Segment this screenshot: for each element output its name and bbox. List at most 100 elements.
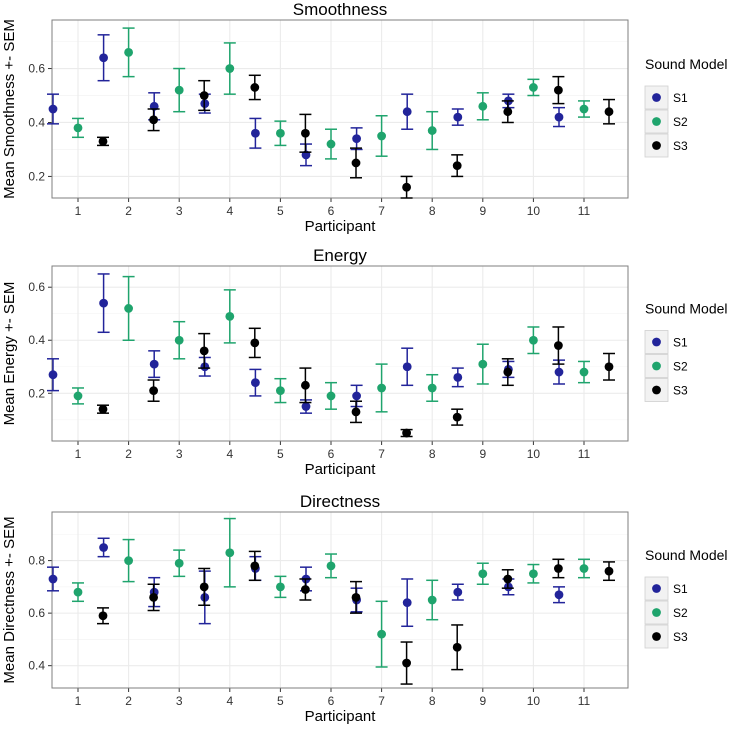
data-point bbox=[73, 123, 83, 133]
x-tick-label: 7 bbox=[378, 447, 385, 461]
series-s2 bbox=[72, 275, 590, 413]
data-point bbox=[452, 642, 462, 652]
data-point bbox=[529, 83, 538, 92]
data-point bbox=[579, 367, 589, 377]
chart-title: Directness bbox=[300, 492, 380, 511]
series-s3 bbox=[97, 550, 615, 685]
data-point bbox=[73, 587, 83, 597]
data-point bbox=[604, 362, 614, 372]
x-tick-label: 6 bbox=[328, 694, 335, 708]
data-point bbox=[377, 383, 386, 393]
data-point bbox=[554, 85, 563, 95]
data-point bbox=[149, 386, 159, 396]
chart-title: Smoothness bbox=[293, 0, 388, 19]
data-point bbox=[402, 107, 412, 117]
x-tick-label: 10 bbox=[527, 694, 541, 708]
y-tick-label: 0.2 bbox=[28, 386, 45, 400]
x-tick-label: 11 bbox=[578, 204, 591, 218]
data-point bbox=[503, 107, 513, 117]
data-point bbox=[174, 558, 184, 568]
data-point bbox=[377, 131, 386, 141]
data-point bbox=[250, 83, 260, 92]
x-tick-label: 6 bbox=[328, 447, 335, 461]
data-point bbox=[351, 407, 361, 417]
y-tick-label: 0.6 bbox=[28, 62, 45, 76]
y-tick-label: 0.8 bbox=[28, 554, 45, 568]
x-tick-label: 11 bbox=[578, 447, 591, 461]
data-point bbox=[301, 128, 310, 138]
data-point bbox=[251, 378, 260, 388]
data-point bbox=[99, 298, 108, 308]
legend-title: Sound Model bbox=[645, 56, 728, 72]
data-point bbox=[402, 598, 412, 608]
data-point bbox=[124, 47, 133, 57]
legend-swatch-s1 bbox=[652, 584, 661, 593]
data-point bbox=[554, 112, 564, 122]
data-point bbox=[453, 587, 463, 597]
x-axis-title: Participant bbox=[305, 218, 377, 235]
legend-label-s3: S3 bbox=[673, 384, 688, 398]
x-axis-title: Participant bbox=[305, 461, 377, 478]
data-point bbox=[276, 582, 285, 592]
data-point bbox=[452, 161, 462, 171]
x-tick-label: 10 bbox=[527, 204, 541, 218]
data-point bbox=[604, 566, 614, 576]
data-point bbox=[149, 359, 159, 369]
data-point bbox=[402, 182, 411, 192]
data-point bbox=[199, 91, 209, 100]
x-tick-label: 2 bbox=[125, 204, 132, 218]
data-point bbox=[276, 128, 285, 138]
data-point bbox=[427, 126, 437, 135]
data-point bbox=[554, 341, 563, 350]
plot-frame bbox=[51, 265, 629, 442]
x-tick-label: 10 bbox=[527, 447, 541, 461]
y-tick-label: 0.4 bbox=[28, 659, 45, 673]
data-point bbox=[99, 53, 108, 63]
x-tick-label: 4 bbox=[226, 694, 233, 708]
legend-label-s3: S3 bbox=[673, 630, 688, 644]
legend-swatch-s3 bbox=[652, 141, 661, 150]
data-point bbox=[301, 585, 310, 594]
chart-title: Energy bbox=[313, 246, 367, 265]
data-point bbox=[326, 561, 336, 571]
x-tick-label: 4 bbox=[226, 447, 233, 461]
legend-label-s2: S2 bbox=[673, 115, 688, 129]
legend-swatch-s2 bbox=[652, 361, 661, 371]
data-point bbox=[174, 85, 184, 95]
legend-label-s2: S2 bbox=[673, 360, 688, 374]
chart-panel-energy: 0.2 0.4 0.6 1 2 3 4 5 6 7 8 9 10 11 Energy Participant M… bbox=[1, 246, 728, 478]
data-point bbox=[98, 611, 108, 621]
legend-label-s1: S1 bbox=[673, 336, 688, 350]
plot-frame bbox=[51, 511, 629, 689]
data-point bbox=[48, 104, 58, 114]
data-point bbox=[326, 391, 336, 401]
data-point bbox=[554, 590, 564, 600]
y-axis-title: Mean Directness +- SEM bbox=[1, 516, 18, 683]
x-tick-label: 6 bbox=[328, 204, 335, 218]
data-point bbox=[402, 362, 412, 372]
y-axis-title: Mean Smoothness +- SEM bbox=[1, 19, 18, 199]
series-s1 bbox=[47, 34, 565, 167]
data-point bbox=[478, 569, 488, 579]
y-tick-label: 0.2 bbox=[28, 169, 45, 183]
data-point bbox=[377, 629, 386, 639]
data-point bbox=[250, 338, 260, 348]
x-axis-title: Participant bbox=[305, 708, 377, 725]
legend-swatch-s2 bbox=[652, 117, 661, 126]
data-point bbox=[554, 367, 564, 377]
legend-swatch-s1 bbox=[652, 93, 661, 102]
x-tick-label: 9 bbox=[479, 694, 486, 708]
legend-swatch-s3 bbox=[652, 385, 661, 395]
data-point bbox=[529, 569, 538, 579]
data-point bbox=[225, 64, 235, 73]
data-point bbox=[402, 658, 411, 668]
data-point bbox=[98, 404, 108, 414]
x-tick-label: 2 bbox=[125, 447, 132, 461]
x-tick-label: 1 bbox=[75, 204, 82, 218]
data-point bbox=[351, 592, 361, 602]
data-point bbox=[124, 556, 133, 565]
data-point bbox=[225, 548, 235, 558]
data-point bbox=[199, 346, 209, 356]
legend-label-s1: S1 bbox=[673, 91, 688, 105]
